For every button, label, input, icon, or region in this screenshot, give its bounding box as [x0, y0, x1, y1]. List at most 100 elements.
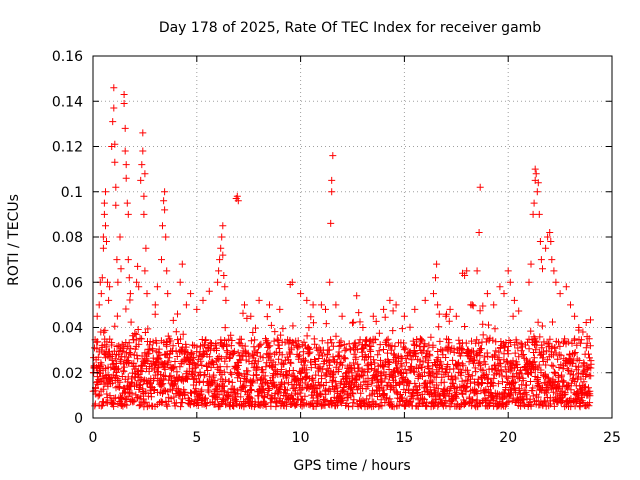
data-point [239, 309, 247, 317]
data-point [497, 359, 505, 367]
data-point [571, 349, 579, 356]
data-point [194, 402, 202, 409]
data-point [318, 349, 326, 357]
data-point [461, 272, 469, 279]
data-point [234, 349, 242, 357]
data-point [575, 357, 583, 364]
data-point [353, 292, 361, 300]
data-point [434, 385, 442, 393]
data-point [475, 229, 483, 236]
data-point [555, 338, 562, 346]
data-point [491, 361, 499, 369]
data-point [471, 356, 479, 364]
data-point [247, 337, 255, 345]
data-point [585, 402, 593, 410]
data-point [241, 342, 249, 350]
data-point [297, 290, 305, 298]
data-point [301, 361, 309, 369]
data-point [476, 361, 484, 369]
data-point [349, 399, 357, 407]
data-point [370, 356, 378, 364]
data-point [367, 343, 375, 350]
data-point [428, 378, 436, 386]
data-point [181, 388, 189, 396]
data-point [565, 338, 573, 346]
data-point [532, 170, 540, 178]
data-point [325, 357, 333, 365]
data-point [482, 370, 490, 378]
data-point [336, 380, 344, 388]
data-point [328, 188, 336, 196]
data-point [178, 376, 186, 384]
data-point [196, 377, 204, 385]
data-point [569, 357, 577, 365]
data-point [322, 379, 330, 386]
data-point [99, 385, 107, 393]
data-point [95, 301, 103, 309]
data-point [228, 370, 236, 378]
data-point [529, 392, 537, 400]
data-point [547, 238, 555, 245]
data-point [587, 316, 594, 324]
data-point [223, 347, 231, 355]
data-point [450, 365, 458, 373]
data-point [161, 206, 169, 214]
data-point [346, 384, 354, 392]
data-point [353, 386, 361, 394]
data-point [505, 398, 513, 406]
data-point [563, 365, 571, 373]
data-point [369, 312, 377, 320]
data-point [507, 390, 515, 398]
data-point [145, 350, 153, 358]
data-point [375, 403, 383, 411]
data-point [443, 310, 450, 318]
chart-title: Day 178 of 2025, Rate Of TEC Index for r… [159, 20, 541, 36]
data-point [533, 188, 541, 196]
data-point [349, 390, 357, 398]
data-point [301, 379, 309, 387]
data-point [149, 346, 157, 354]
data-point [153, 339, 161, 347]
data-point [277, 366, 285, 373]
data-point [99, 233, 107, 241]
data-point [217, 354, 225, 362]
data-point [286, 358, 294, 366]
data-point [511, 378, 519, 386]
data-point [248, 378, 256, 385]
data-point [427, 333, 435, 341]
data-point [307, 313, 315, 321]
data-point [136, 373, 144, 381]
data-point [201, 371, 209, 378]
data-point [283, 386, 291, 394]
data-point [411, 379, 419, 387]
data-point [504, 347, 511, 355]
data-point [273, 335, 281, 343]
data-point [202, 336, 210, 344]
data-point [266, 301, 273, 309]
data-point [418, 373, 426, 380]
data-point [133, 278, 141, 286]
data-point [271, 328, 279, 336]
data-point [350, 359, 358, 367]
data-point [270, 394, 278, 402]
data-point [294, 343, 302, 351]
data-point [228, 337, 236, 344]
data-point [577, 336, 585, 344]
data-point [469, 397, 477, 405]
data-point [106, 283, 114, 291]
data-point [585, 335, 593, 343]
data-point [318, 337, 326, 345]
data-point [303, 296, 311, 304]
data-point [544, 374, 552, 382]
data-point [490, 374, 498, 382]
data-point [97, 290, 105, 298]
data-point [291, 402, 299, 410]
data-point [104, 352, 112, 360]
data-point [278, 351, 286, 359]
data-point [577, 339, 585, 347]
data-point [338, 312, 346, 320]
data-point [280, 360, 288, 368]
data-point [124, 256, 132, 264]
data-point [98, 361, 106, 369]
data-point [109, 118, 117, 126]
